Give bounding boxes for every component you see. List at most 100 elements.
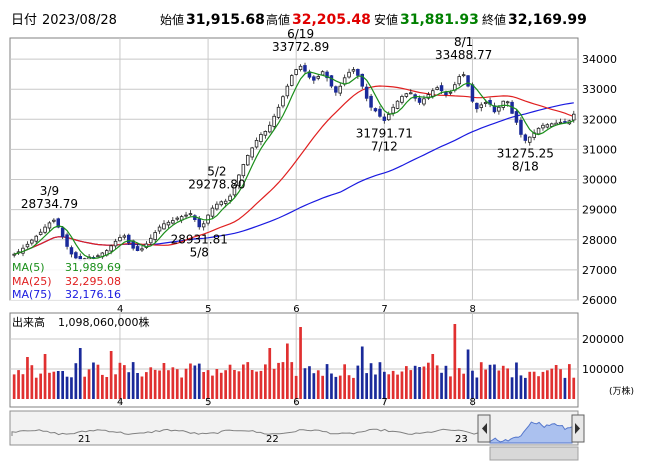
candle-up <box>157 226 162 232</box>
candle-up <box>272 115 276 127</box>
volume-bar <box>87 369 91 399</box>
candle-up <box>171 220 175 224</box>
annotation-line2: 33772.89 <box>272 40 329 54</box>
candle-down <box>197 218 201 228</box>
annotation-line2: 7/12 <box>371 140 398 154</box>
volume-bar <box>219 372 223 399</box>
ma75-label: MA(75) <box>12 288 52 301</box>
price-x-tick-label: 5 <box>205 304 211 315</box>
candle-up <box>219 201 223 206</box>
volume-bar <box>237 371 241 399</box>
candle-up <box>281 96 285 107</box>
volume-bar <box>330 373 333 399</box>
close-label: 終値 <box>482 12 506 27</box>
volume-bar <box>105 377 109 399</box>
candle-up <box>479 104 483 108</box>
price-y-tick-label: 34000 <box>582 53 617 66</box>
candle-up <box>430 90 435 97</box>
volume-bar <box>422 366 426 399</box>
candle-down <box>439 85 444 92</box>
range-navigator[interactable]: 21 22 23 <box>9 410 585 446</box>
volume-bar <box>405 366 408 399</box>
volume-bar <box>162 363 166 399</box>
volume-bar <box>96 364 100 399</box>
annotation-line1: 3/9 <box>40 184 59 198</box>
candle-down <box>373 108 378 112</box>
volume-panel <box>9 312 579 408</box>
navigator-right-handle[interactable] <box>571 414 585 443</box>
volume-label: 出来高 <box>12 315 45 329</box>
candle-up <box>545 124 550 128</box>
volume-bar <box>277 362 280 399</box>
candle-up <box>294 69 298 75</box>
volume-bar <box>189 363 192 399</box>
volume-bar <box>387 374 391 399</box>
volume-x-tick-label: 8 <box>469 397 475 408</box>
volume-bar <box>501 365 505 399</box>
candle-up <box>351 69 356 72</box>
candle-up <box>175 217 179 220</box>
candle-up <box>254 139 259 148</box>
candle-up <box>541 124 545 129</box>
volume-bar <box>347 375 351 399</box>
candle-down <box>378 108 382 117</box>
candle-up <box>188 213 193 216</box>
volume-bar <box>74 363 78 399</box>
candle-up <box>457 76 461 85</box>
volume-x-axis: 4 5 6 7 8 <box>117 397 476 408</box>
candlesticks <box>12 62 576 263</box>
candle-up <box>47 222 52 229</box>
volume-bar <box>259 370 263 399</box>
volume-bar <box>325 364 329 399</box>
price-header: 日付 2023/08/28 始値 31,915.68 高値 32,205.48 … <box>11 12 587 28</box>
ma25-layer <box>14 85 575 255</box>
volume-bar <box>568 364 571 399</box>
volume-bar <box>109 351 113 399</box>
volume-bar <box>171 367 175 399</box>
high-label: 高値 <box>266 12 290 27</box>
candle-up <box>12 253 16 256</box>
volume-bar <box>175 369 179 399</box>
volume-bars <box>12 324 576 399</box>
volume-bar <box>431 354 435 399</box>
volume-bar <box>294 375 298 399</box>
volume-x-tick-label: 4 <box>117 397 123 408</box>
ma5-label: MA(5) <box>12 261 45 274</box>
volume-bar <box>184 368 188 399</box>
candle-down <box>334 86 338 93</box>
volume-bar <box>43 354 47 399</box>
candle-down <box>417 97 422 103</box>
candle-up <box>448 91 453 94</box>
candle-up <box>245 154 250 166</box>
annotation-line2: 5/8 <box>190 246 209 260</box>
annotation-line1: 31275.25 <box>497 146 554 160</box>
candle-up <box>38 231 43 235</box>
ma5-value: 31,989.69 <box>65 261 121 274</box>
navigator-left-handle[interactable] <box>477 414 491 443</box>
volume-bar <box>528 371 532 399</box>
annotation-line2: 8/18 <box>512 159 539 173</box>
candle-up <box>395 100 400 109</box>
volume-bar <box>101 374 104 399</box>
open-label: 始値 <box>160 12 184 27</box>
candle-up <box>184 214 188 217</box>
volume-bar <box>356 365 360 399</box>
close-value: 32,169.99 <box>508 12 587 28</box>
candle-down <box>329 75 334 87</box>
volume-bar <box>158 370 161 399</box>
volume-bar <box>427 362 430 399</box>
volume-bar <box>391 370 395 399</box>
candle-down <box>356 69 360 76</box>
low-value: 31,881.93 <box>400 12 479 28</box>
volume-bar <box>303 368 307 399</box>
candle-up <box>34 235 39 242</box>
volume-bar <box>17 370 20 399</box>
volume-bar <box>30 365 34 399</box>
volume-bar <box>383 371 386 399</box>
volume-bar <box>440 372 443 399</box>
navigator-scrollbar[interactable] <box>489 446 579 461</box>
candle-down <box>364 86 369 99</box>
price-y-tick-label: 31000 <box>582 143 617 156</box>
